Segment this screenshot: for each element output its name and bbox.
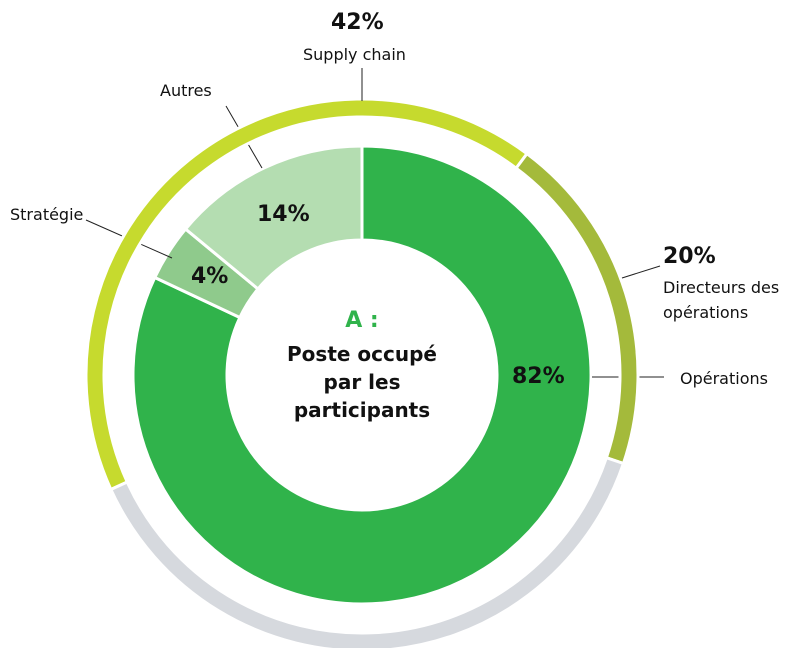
value-label: 42% (331, 10, 384, 35)
category-label: Directeurs des opérations (663, 278, 780, 322)
donut-slice (183, 144, 364, 292)
category-label: Autres (160, 81, 212, 100)
value-label: 14% (257, 202, 310, 227)
value-label: 82% (512, 364, 565, 389)
ring-segment (108, 455, 626, 648)
value-label: 20% (663, 244, 716, 269)
center-hole (229, 242, 495, 508)
center-subtitle: Poste occupé par les participants (287, 342, 437, 422)
category-label: Supply chain (303, 45, 406, 64)
leader-line (621, 265, 661, 279)
category-label: Opérations (680, 369, 768, 388)
center-title: A : (345, 308, 379, 333)
category-label: Stratégie (10, 205, 84, 224)
value-label: 4% (191, 264, 229, 289)
donut-slice (131, 144, 593, 606)
